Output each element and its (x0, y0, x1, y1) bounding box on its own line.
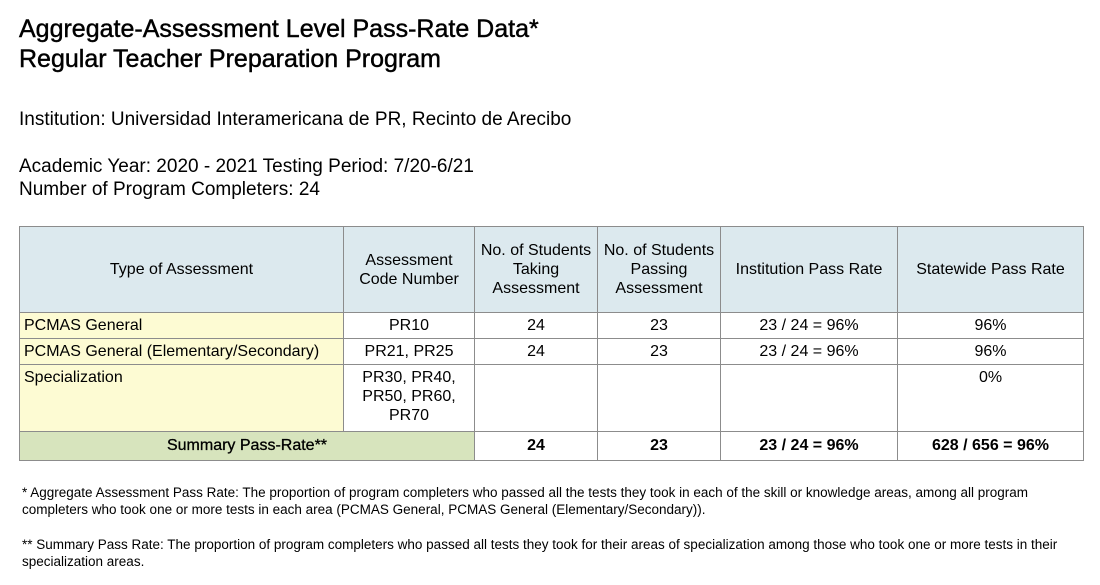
column-header: No. of Students Passing Assessment (597, 226, 721, 313)
table-row: PCMAS General PR10 24 23 23 / 24 = 96% 9… (19, 312, 1084, 339)
code-line: PR50, PR60, (362, 388, 456, 405)
program-completers-line: Number of Program Completers: 24 (19, 179, 320, 200)
summary-row: Summary Pass-Rate** 24 23 23 / 24 = 96% … (19, 431, 1084, 461)
assessment-code-cell: PR10 (343, 312, 475, 339)
students-passing-cell: 23 (597, 338, 721, 365)
students-passing-cell: 23 (597, 312, 721, 339)
statewide-rate-cell: 96% (897, 312, 1084, 339)
table-row: PCMAS General (Elementary/Secondary) PR2… (19, 338, 1084, 365)
table-header-row: Type of Assessment Assessment Code Numbe… (19, 226, 1084, 313)
assessment-code-cell: PR21, PR25 (343, 338, 475, 365)
footnote-summary: ** Summary Pass Rate: The proportion of … (22, 537, 1058, 569)
institution-line: Institution: Universidad Interamericana … (19, 109, 572, 130)
institution-rate-cell: 23 / 24 = 96% (720, 338, 898, 365)
assessment-type-cell: PCMAS General (19, 312, 344, 339)
assessment-code-cell: PR30, PR40, PR50, PR60, PR70 (343, 364, 475, 432)
assessment-type-cell: Specialization (19, 364, 344, 432)
academic-year-line: Academic Year: 2020 - 2021 Testing Perio… (19, 156, 474, 177)
column-header: No. of Students Taking Assessment (474, 226, 598, 313)
column-header: Institution Pass Rate (720, 226, 898, 313)
code-line: PR70 (388, 407, 430, 424)
page-title: Aggregate-Assessment Level Pass-Rate Dat… (19, 14, 539, 74)
column-header: Assessment Code Number (343, 226, 475, 313)
students-taking-cell (474, 364, 598, 432)
summary-statewide-rate-cell: 628 / 656 = 96% (897, 431, 1084, 461)
students-taking-cell: 24 (474, 338, 598, 365)
title-line-1: Aggregate-Assessment Level Pass-Rate Dat… (19, 15, 539, 43)
statewide-rate-cell: 0% (897, 364, 1084, 432)
summary-taking-cell: 24 (474, 431, 598, 461)
column-header: Statewide Pass Rate (897, 226, 1084, 313)
footnote-aggregate: * Aggregate Assessment Pass Rate: The pr… (22, 485, 1029, 517)
code-line: PR30, PR40, (362, 369, 456, 386)
statewide-rate-cell: 96% (897, 338, 1084, 365)
institution-rate-cell (720, 364, 898, 432)
table-row: Specialization PR30, PR40, PR50, PR60, P… (19, 364, 1084, 432)
assessment-type-cell: PCMAS General (Elementary/Secondary) (19, 338, 344, 365)
institution-rate-cell: 23 / 24 = 96% (720, 312, 898, 339)
summary-passing-cell: 23 (597, 431, 721, 461)
title-line-2: Regular Teacher Preparation Program (19, 45, 441, 73)
column-header: Type of Assessment (19, 226, 344, 313)
summary-label: Summary Pass-Rate** (19, 431, 475, 461)
summary-institution-rate-cell: 23 / 24 = 96% (720, 431, 898, 461)
students-passing-cell (597, 364, 721, 432)
students-taking-cell: 24 (474, 312, 598, 339)
pass-rate-table: Type of Assessment Assessment Code Numbe… (19, 226, 1084, 461)
